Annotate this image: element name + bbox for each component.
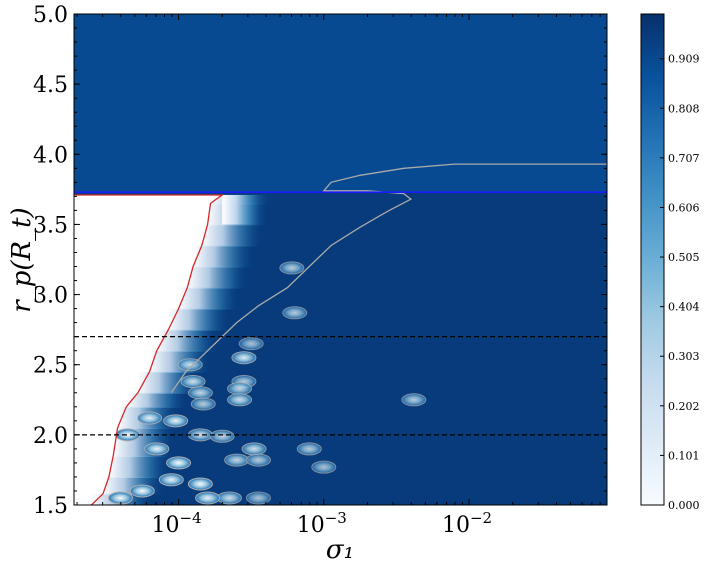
colorbar-tick-label: 0.606 — [668, 201, 700, 214]
island — [129, 484, 155, 498]
island — [163, 414, 189, 428]
island — [282, 306, 308, 320]
island — [296, 442, 322, 456]
island — [177, 358, 203, 372]
transition-band — [187, 266, 248, 289]
x-tick-label: 10−4 — [152, 509, 202, 538]
island — [238, 337, 264, 351]
island — [241, 442, 267, 456]
island — [158, 473, 184, 487]
colorbar-gradient — [640, 13, 665, 506]
island — [401, 393, 427, 407]
transition-band — [126, 392, 187, 408]
transition-band — [156, 329, 217, 352]
island — [209, 429, 235, 443]
transition-band — [222, 194, 263, 225]
island — [231, 351, 257, 365]
y-tick-label: 2.0 — [33, 424, 68, 449]
colorbar-tick-label: 0.909 — [668, 53, 700, 66]
island — [187, 477, 213, 491]
plot-frame — [73, 13, 608, 506]
y-axis-label: r_p(R_t) — [7, 207, 37, 312]
transition-band — [108, 455, 169, 478]
island — [187, 428, 213, 442]
island — [245, 453, 271, 467]
x-tick-label: 10−2 — [442, 509, 492, 538]
y-tick-label: 3.5 — [33, 213, 68, 238]
transition-band — [178, 287, 239, 310]
island — [311, 460, 337, 474]
colorbar-tick-label: 0.808 — [668, 102, 700, 115]
island — [224, 453, 250, 467]
y-tick-label: 5.0 — [33, 3, 68, 28]
colorbar-tick-label: 0.101 — [668, 449, 700, 462]
y-tick-label: 4.5 — [33, 73, 68, 98]
colorbar-tick-label: 0.404 — [668, 301, 700, 314]
island — [245, 491, 271, 505]
colorbar-tick-label: 0.000 — [668, 499, 700, 512]
colorbar: 0.000 0.101 0.202 0.303 0.404 0.505 0.606 0.707… — [640, 13, 700, 512]
colorbar-tick-label: 0.202 — [668, 400, 700, 413]
island — [137, 411, 163, 425]
island — [187, 386, 213, 400]
transition-band — [168, 308, 229, 331]
y-tick-label: 1.5 — [33, 494, 68, 519]
island — [166, 456, 192, 470]
island — [227, 382, 253, 396]
excluded-region — [74, 195, 223, 505]
axes: 1.5 2.0 2.5 3.0 3.5 4.0 4.5 5.0 10−4 10−3 10−2 — [33, 3, 607, 538]
island — [180, 375, 206, 389]
colorbar-tick-label: 0.505 — [668, 251, 700, 264]
y-tick-label: 3.0 — [33, 284, 68, 309]
colorbar-tick-label: 0.303 — [668, 350, 700, 363]
island — [279, 261, 305, 275]
transition-band — [201, 224, 262, 247]
colorbar-tick-label: 0.707 — [668, 152, 700, 165]
transition-band — [193, 245, 254, 268]
island — [190, 397, 216, 411]
island — [115, 428, 141, 442]
y-tick-label: 4.0 — [33, 143, 68, 168]
island — [144, 442, 170, 456]
island — [195, 491, 221, 505]
x-tick-label: 10−3 — [297, 509, 347, 538]
heatmap-area — [74, 14, 607, 505]
transition-band — [137, 371, 198, 394]
island — [227, 393, 253, 407]
island — [216, 491, 242, 505]
red-boundary-line — [74, 194, 225, 505]
y-tick-label: 2.5 — [33, 354, 68, 379]
upper-region — [74, 14, 607, 193]
x-axis-label: σ₁ — [326, 535, 354, 565]
